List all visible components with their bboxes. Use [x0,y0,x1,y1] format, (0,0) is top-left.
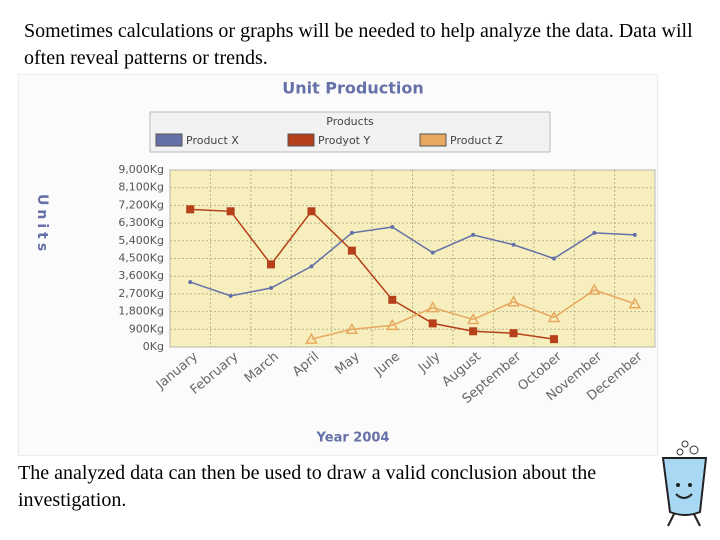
marker [547,310,561,323]
marker [469,327,478,336]
marker [628,297,642,309]
marker [305,332,318,344]
y-tick-label: 9,000Kg [118,163,164,176]
marker [592,230,597,235]
x-axis-title: Year 2004 [316,431,390,446]
marker [549,335,558,344]
marker [428,319,437,328]
y-axis-title: Units [34,194,50,255]
marker [511,242,516,247]
text-bottom: The analyzed data can then be used to dr… [18,462,597,511]
y-tick-label: 8,100Kg [118,181,164,194]
y-tick-label: 5,400Kg [118,234,164,247]
y-tick-label: 900Kg [129,322,164,335]
marker [466,312,480,325]
marker [267,260,276,269]
chart-title: Unit Production [282,79,424,98]
y-tick-label: 3,600Kg [118,269,164,282]
y-tick-label: 6,300Kg [118,216,164,229]
legend-swatch [287,133,315,147]
marker [386,318,399,331]
marker [228,293,233,298]
series-line [190,208,555,340]
marker [471,232,476,237]
marker [388,295,397,304]
text-top: Sometimes calculations or graphs will be… [24,20,693,69]
marker [188,280,193,285]
marker [186,205,195,214]
y-tick-label: 1,800Kg [118,305,164,318]
marker [226,207,235,216]
y-tick-label: 4,500Kg [118,252,164,265]
series-line [311,289,636,340]
legend-label: Prodyot Y [318,134,370,147]
marker [269,286,274,290]
marker [509,329,518,338]
legend-swatch [419,133,447,147]
y-tick-label: 0Kg [143,340,164,353]
legend-title: Products [326,115,374,128]
chart: Unit Production Products Year 2004 0Kg 90… [18,74,658,456]
marker [632,232,637,237]
marker [507,295,520,307]
legend-box [149,111,551,153]
series-line [189,226,635,297]
marker [551,256,556,261]
marker [309,264,314,269]
marker [426,301,439,313]
marker [307,207,316,216]
marker [345,322,359,335]
marker [347,246,356,255]
legend-label: Product Z [450,134,503,147]
y-tick-label: 7,200Kg [118,198,164,211]
beaker-icon [661,440,708,527]
legend-label: Product X [186,134,239,147]
marker [349,230,354,235]
y-tick-label: 2,700Kg [118,287,164,300]
legend-swatch [155,133,183,147]
marker [390,225,395,230]
marker [430,250,435,255]
marker [588,283,601,295]
